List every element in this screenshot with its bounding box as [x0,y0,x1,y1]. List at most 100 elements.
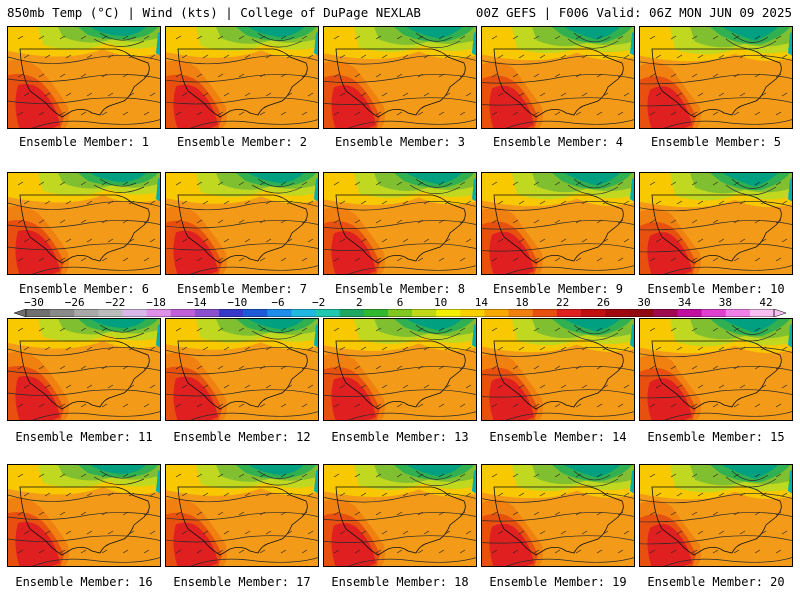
colorbar-segment [339,309,365,317]
colorbar-segment [701,309,727,317]
temperature-field-map [640,173,792,274]
colorbar-tick-label: 34 [678,296,692,309]
ensemble-member-caption: Ensemble Member: 5 [650,135,782,149]
colorbar-segment [412,309,437,317]
temperature-field-map [324,27,476,128]
map-title: 850mb Temp (°C) | Wind (kts) | College o… [7,5,421,20]
ensemble-member-panel [323,464,477,567]
ensemble-member-caption: Ensemble Member: 20 [647,575,785,589]
colorbar-segment [580,309,606,317]
ensemble-member-panel [481,26,635,129]
ensemble-member-panel [639,318,793,421]
colorbar-segment [363,309,389,317]
ensemble-member-caption: Ensemble Member: 16 [15,575,153,589]
colorbar-segment [170,309,196,317]
colorbar-segment [605,309,630,317]
colorbar-segment [677,309,702,317]
ensemble-member-panel [323,172,477,275]
colorbar-tick-label: 14 [474,296,488,309]
ensemble-member-caption: Ensemble Member: 9 [492,282,624,296]
colorbar-segment [556,309,582,317]
ensemble-member-caption: Ensemble Member: 18 [331,575,469,589]
ensemble-member-panel [165,26,319,129]
temperature-field-map [8,319,160,420]
ensemble-member-caption: Ensemble Member: 2 [176,135,308,149]
colorbar-segment [484,309,509,317]
colorbar-left-arrow [14,309,27,317]
temperature-field-map [166,465,318,566]
ensemble-member-panel [7,464,161,567]
ensemble-member-panel [7,172,161,275]
ensemble-member-caption: Ensemble Member: 8 [334,282,466,296]
ensemble-member-caption: Ensemble Member: 17 [173,575,311,589]
ensemble-member-caption: Ensemble Member: 14 [489,430,627,444]
colorbar-segment [508,309,534,317]
colorbar-tick-label: 10 [434,296,448,309]
colorbar-tick-label: 22 [556,296,570,309]
ensemble-member-caption: Ensemble Member: 10 [647,282,785,296]
colorbar-segment [194,309,220,317]
colorbar-segment [532,309,558,317]
ensemble-member-caption: Ensemble Member: 6 [18,282,150,296]
colorbar-tick-label: 6 [396,296,404,309]
ensemble-member-caption: Ensemble Member: 15 [647,430,785,444]
ensemble-member-panel [165,318,319,421]
ensemble-member-panel [7,26,161,129]
colorbar-tick-label: 42 [759,296,773,309]
colorbar-segment [219,309,244,317]
colorbar-segment [50,309,75,317]
colorbar-tick-label: −14 [186,296,207,309]
ensemble-member-panel [481,172,635,275]
colorbar-tick-label: −6 [271,296,285,309]
temperature-field-map [482,465,634,566]
ensemble-member-panel [165,464,319,567]
colorbar-segment [749,309,775,317]
ensemble-member-caption: Ensemble Member: 7 [176,282,308,296]
colorbar-segment [267,309,292,317]
colorbar-segment [122,309,147,317]
ensemble-member-caption: Ensemble Member: 1 [18,135,150,149]
colorbar-segment [436,309,461,317]
colorbar-segment [291,309,316,317]
temperature-field-map [482,173,634,274]
colorbar-segment [98,309,123,317]
temperature-field-map [324,173,476,274]
colorbar-tick-label: 18 [515,296,529,309]
colorbar-segment [26,309,51,317]
colorbar-segment [725,309,751,317]
colorbar-segment [74,309,99,317]
colorbar-segment [243,309,268,317]
colorbar-tick-label: −10 [227,296,248,309]
colorbar-tick-label: −18 [146,296,166,309]
temperature-field-map [166,173,318,274]
temperature-field-map [166,27,318,128]
colorbar-tick-label: −26 [64,296,85,309]
temperature-field-map [640,27,792,128]
temperature-field-map [482,319,634,420]
colorbar-segment [315,309,340,317]
colorbar-tick-label: −2 [312,296,326,309]
ensemble-member-panel [7,318,161,421]
temperature-field-map [640,319,792,420]
temperature-field-map [640,465,792,566]
temperature-field-map [324,319,476,420]
ensemble-member-panel [481,464,635,567]
model-valid-time: 00Z GEFS | F006 Valid: 06Z MON JUN 09 20… [475,5,792,20]
map-header: 850mb Temp (°C) | Wind (kts) | College o… [0,0,800,26]
ensemble-member-panel [639,172,793,275]
ensemble-member-panel [165,172,319,275]
ensemble-member-caption: Ensemble Member: 4 [492,135,624,149]
colorbar-tick-label: 38 [718,296,732,309]
temperature-colorbar [14,309,786,317]
ensemble-member-caption: Ensemble Member: 11 [15,430,153,444]
temperature-field-map [166,319,318,420]
colorbar-segment [146,309,172,317]
colorbar-segment [460,309,485,317]
ensemble-member-panel [639,464,793,567]
temperature-field-map [8,465,160,566]
colorbar-right-arrow [773,309,786,317]
colorbar-tick-label: 30 [637,296,651,309]
ensemble-member-caption: Ensemble Member: 12 [173,430,311,444]
ensemble-member-caption: Ensemble Member: 19 [489,575,627,589]
